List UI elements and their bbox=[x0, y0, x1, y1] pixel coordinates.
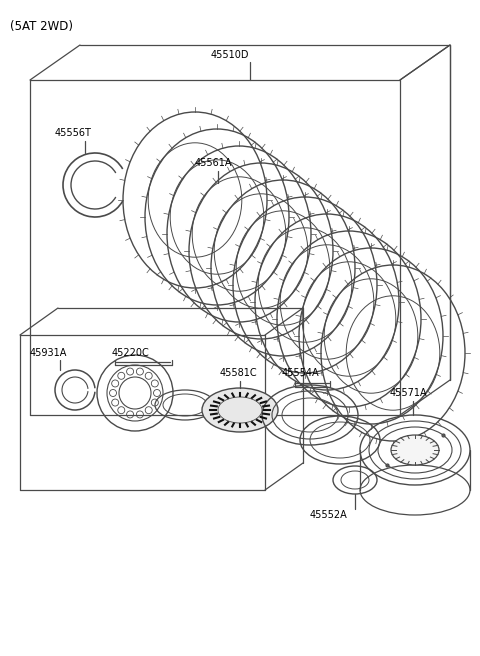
Ellipse shape bbox=[391, 435, 439, 465]
Text: 45931A: 45931A bbox=[30, 348, 67, 358]
Text: 45561A: 45561A bbox=[195, 158, 232, 168]
Text: 45510D: 45510D bbox=[211, 50, 249, 60]
Text: 45552A: 45552A bbox=[309, 510, 347, 520]
Text: 45554A: 45554A bbox=[281, 368, 319, 378]
Text: (5AT 2WD): (5AT 2WD) bbox=[10, 20, 73, 33]
Text: 45220C: 45220C bbox=[111, 348, 149, 358]
Text: 45556T: 45556T bbox=[55, 128, 92, 138]
Ellipse shape bbox=[218, 397, 262, 423]
Text: 45581C: 45581C bbox=[220, 368, 258, 378]
Text: 45571A: 45571A bbox=[390, 388, 428, 398]
Ellipse shape bbox=[202, 388, 278, 432]
